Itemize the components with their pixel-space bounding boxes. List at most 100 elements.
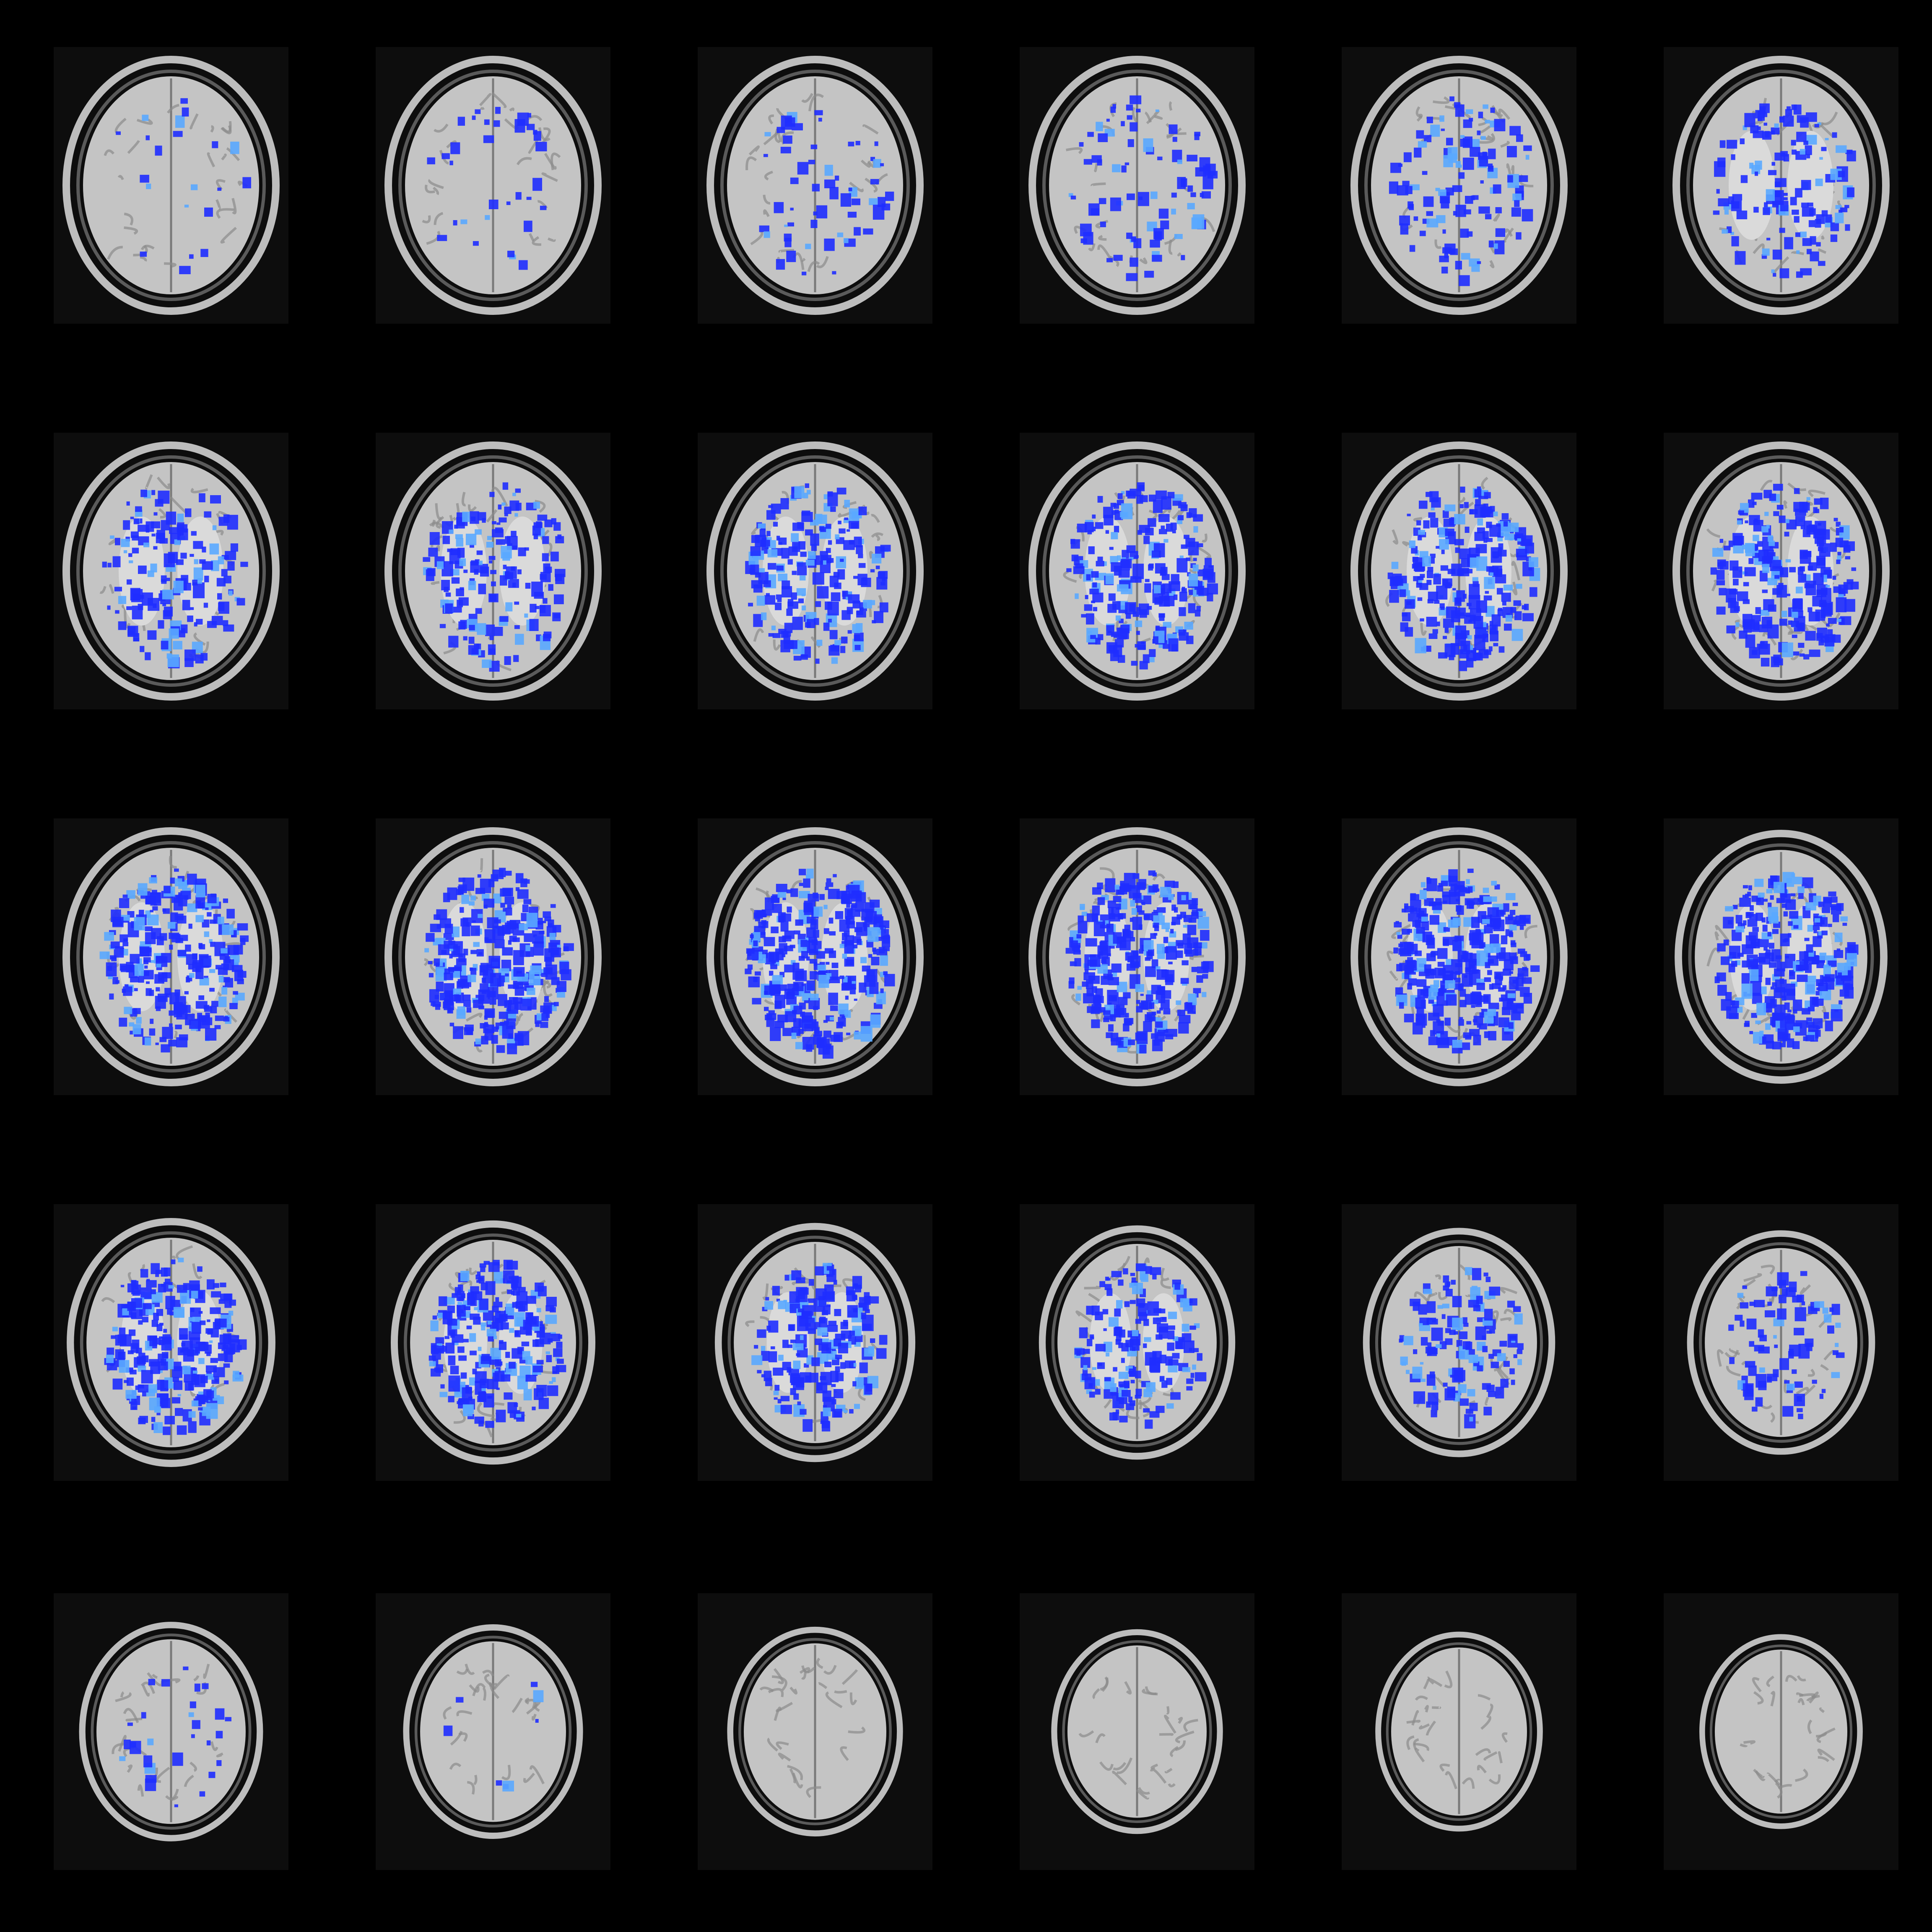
activation-cluster <box>1755 110 1765 119</box>
activation-cluster <box>1154 231 1162 241</box>
activation-cluster <box>853 1308 858 1313</box>
activation-cluster <box>1145 1419 1153 1429</box>
activation-cluster <box>1485 591 1489 594</box>
activation-cluster <box>1749 163 1754 169</box>
activation-cluster <box>860 957 867 963</box>
activation-cluster <box>1747 891 1751 897</box>
activation-cluster <box>153 546 158 550</box>
activation-cluster <box>1177 159 1182 164</box>
activation-cluster <box>191 1734 195 1738</box>
activation-cluster <box>1491 880 1497 886</box>
activation-cluster <box>1402 613 1408 617</box>
brain-slice <box>376 1593 610 1870</box>
activation-cluster <box>155 1042 159 1045</box>
activation-cluster <box>158 1368 163 1373</box>
activation-cluster <box>754 1345 758 1349</box>
activation-cluster <box>1468 961 1473 968</box>
activation-cluster <box>778 1355 784 1361</box>
activation-cluster <box>1127 491 1136 499</box>
activation-cluster <box>876 1348 887 1359</box>
activation-cluster <box>1442 229 1446 234</box>
activation-cluster <box>467 974 476 982</box>
activation-cluster <box>1459 504 1464 509</box>
activation-cluster <box>870 1014 881 1028</box>
activation-cluster <box>1432 629 1438 634</box>
activation-cluster <box>1437 885 1444 892</box>
activation-cluster <box>444 972 453 980</box>
activation-cluster <box>1745 1021 1750 1026</box>
activation-cluster <box>1445 1289 1453 1297</box>
activation-cluster <box>762 921 769 928</box>
activation-cluster <box>1086 613 1094 625</box>
activation-cluster <box>780 1405 792 1414</box>
activation-cluster <box>1843 545 1851 553</box>
activation-cluster <box>1435 898 1442 906</box>
activation-cluster <box>454 965 462 971</box>
activation-cluster <box>432 1002 441 1007</box>
activation-cluster <box>1797 610 1803 618</box>
activation-cluster <box>1716 189 1720 194</box>
activation-cluster <box>194 559 199 564</box>
activation-cluster <box>517 889 529 899</box>
activation-cluster <box>758 954 766 963</box>
activation-cluster <box>1845 556 1851 560</box>
activation-cluster <box>552 950 558 955</box>
activation-cluster <box>162 589 174 600</box>
activation-cluster <box>480 1266 486 1272</box>
activation-cluster <box>1762 924 1768 932</box>
activation-cluster <box>1509 952 1517 960</box>
activation-cluster <box>1748 1365 1757 1376</box>
activation-cluster <box>452 926 460 937</box>
activation-cluster <box>1772 200 1781 208</box>
activation-cluster <box>863 922 867 927</box>
activation-cluster <box>1795 509 1806 516</box>
activation-cluster <box>124 1380 129 1383</box>
activation-cluster <box>492 926 504 940</box>
activation-cluster <box>789 945 795 948</box>
activation-cluster <box>223 1363 230 1368</box>
activation-cluster <box>828 1321 837 1326</box>
activation-cluster <box>1828 960 1837 967</box>
brain-slice <box>376 433 610 709</box>
activation-cluster <box>1733 545 1744 553</box>
activation-cluster <box>543 1002 552 1014</box>
activation-cluster <box>1178 1022 1189 1034</box>
activation-cluster <box>1130 576 1136 583</box>
activation-cluster <box>1501 513 1509 520</box>
activation-cluster <box>843 540 855 550</box>
activation-cluster <box>1113 633 1117 638</box>
activation-cluster <box>130 1031 134 1035</box>
activation-cluster <box>1452 185 1462 192</box>
activation-cluster <box>1523 993 1532 1004</box>
activation-cluster <box>763 1371 771 1381</box>
activation-cluster <box>465 533 477 545</box>
activation-cluster <box>847 630 852 634</box>
activation-cluster <box>1522 209 1533 222</box>
activation-cluster <box>880 925 884 930</box>
activation-cluster <box>1763 207 1770 215</box>
activation-cluster <box>1458 164 1462 168</box>
activation-cluster <box>1770 895 1774 900</box>
activation-cluster <box>764 991 768 995</box>
activation-cluster <box>486 542 494 548</box>
activation-cluster <box>1483 1272 1488 1277</box>
activation-cluster <box>1510 910 1516 915</box>
activation-cluster <box>1126 963 1136 971</box>
activation-cluster <box>478 952 483 955</box>
activation-cluster <box>1797 974 1808 982</box>
activation-cluster <box>453 1026 463 1039</box>
activation-cluster <box>430 924 441 932</box>
activation-cluster <box>1158 644 1165 648</box>
activation-cluster <box>1471 139 1480 149</box>
activation-cluster <box>1089 1392 1095 1398</box>
activation-cluster <box>846 1032 851 1036</box>
activation-cluster <box>1800 525 1805 530</box>
brain-slice <box>54 818 288 1095</box>
activation-cluster <box>1128 1397 1132 1402</box>
activation-cluster <box>1123 992 1131 999</box>
activation-cluster <box>1469 118 1473 122</box>
activation-cluster <box>460 907 464 913</box>
activation-cluster <box>1168 1311 1177 1319</box>
activation-cluster <box>512 582 516 587</box>
activation-cluster <box>843 976 848 983</box>
